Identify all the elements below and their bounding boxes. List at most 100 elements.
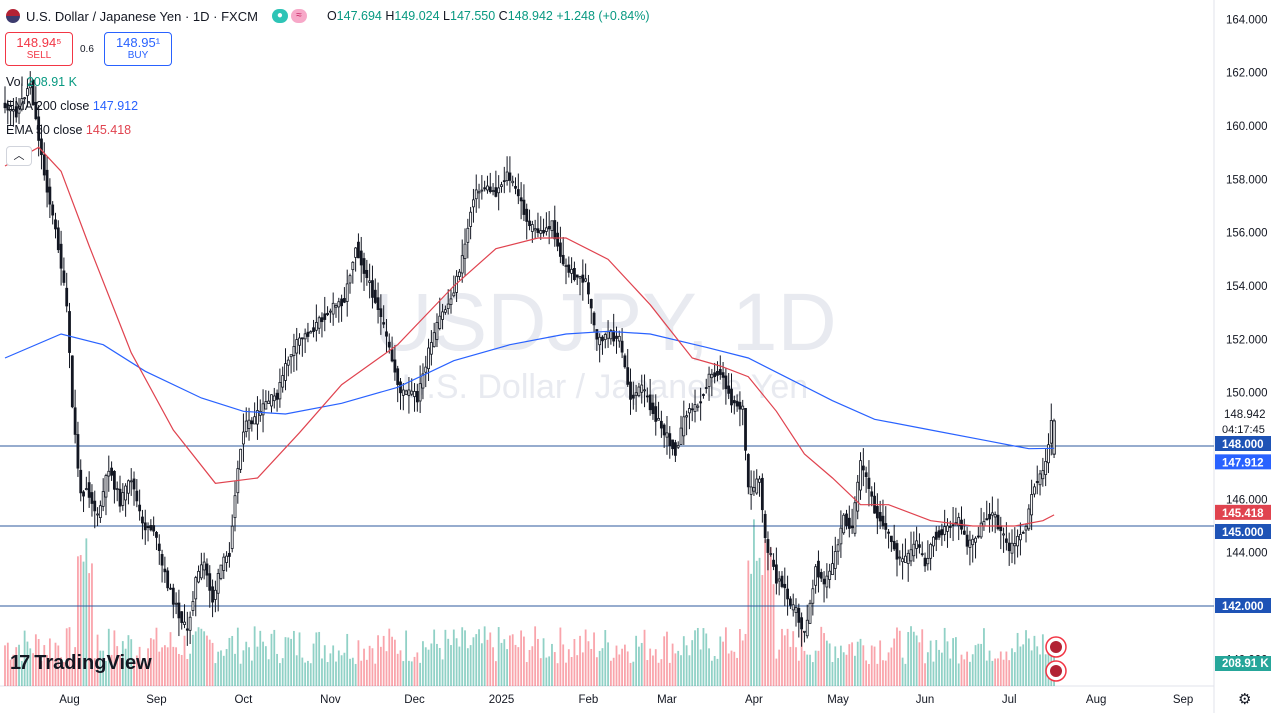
volume-bar bbox=[385, 651, 388, 686]
volume-bar bbox=[688, 655, 691, 686]
candle-body bbox=[213, 589, 217, 600]
candle-body bbox=[735, 400, 739, 407]
volume-bar bbox=[612, 657, 615, 686]
candle-body bbox=[556, 232, 559, 247]
volume-bar bbox=[859, 638, 862, 686]
candle-body bbox=[859, 460, 862, 491]
volume-bar bbox=[884, 660, 887, 686]
x-tick-label: Sep bbox=[1173, 694, 1193, 706]
candle-body bbox=[724, 375, 728, 390]
volume-bar bbox=[761, 575, 764, 686]
volume-bar bbox=[161, 647, 163, 686]
buy-button[interactable]: 148.95¹ BUY bbox=[104, 32, 172, 66]
candle-body bbox=[127, 480, 130, 494]
candle-body bbox=[567, 264, 571, 273]
volume-bar bbox=[710, 660, 713, 686]
volume-bar bbox=[890, 647, 893, 686]
candle-body bbox=[617, 335, 621, 342]
candle-body bbox=[51, 204, 55, 216]
candle-body bbox=[581, 274, 585, 283]
collapse-legend-button[interactable]: ︿ bbox=[6, 146, 32, 166]
candle-body bbox=[460, 255, 464, 274]
volume-bar bbox=[419, 662, 422, 686]
volume-bar bbox=[197, 627, 200, 686]
volume-bar bbox=[452, 629, 455, 686]
volume-bar bbox=[234, 653, 236, 686]
ema200-legend[interactable]: EMA 200 close 147.912 bbox=[6, 99, 138, 113]
candle-body bbox=[948, 525, 952, 528]
candle-body bbox=[317, 317, 321, 329]
candle-body bbox=[968, 539, 972, 548]
volume-bar bbox=[932, 661, 935, 686]
visibility-toggles[interactable]: ● ≈ bbox=[271, 9, 307, 23]
wave-icon[interactable]: ≈ bbox=[290, 9, 307, 23]
volume-bar bbox=[632, 661, 635, 686]
volume-bar bbox=[309, 663, 312, 686]
volume-bar bbox=[220, 650, 222, 686]
candle-body bbox=[1035, 481, 1039, 483]
candle-body bbox=[822, 578, 826, 585]
volume-bar bbox=[245, 641, 248, 686]
candle-body bbox=[42, 154, 46, 176]
volume-bar bbox=[778, 649, 781, 686]
candle-body bbox=[741, 405, 745, 410]
volume-bar bbox=[51, 657, 54, 686]
volume-bar bbox=[800, 630, 803, 686]
volume-bar bbox=[141, 660, 144, 686]
eye-icon[interactable]: ● bbox=[271, 9, 288, 23]
candle-body bbox=[962, 530, 966, 535]
settings-gear-icon[interactable]: ⚙ bbox=[1238, 691, 1252, 708]
candle-body bbox=[892, 540, 896, 550]
volume-bar bbox=[374, 663, 377, 686]
volume-bar bbox=[910, 626, 912, 686]
candle-body bbox=[314, 322, 318, 331]
candle-body bbox=[362, 258, 366, 274]
candle-body bbox=[514, 185, 517, 189]
candle-body bbox=[811, 588, 815, 604]
ema50-line bbox=[4, 146, 1055, 527]
volume-bar bbox=[469, 645, 472, 686]
candle-body bbox=[519, 197, 523, 202]
x-tick-label: Jun bbox=[916, 694, 935, 706]
volume-bar bbox=[455, 638, 458, 686]
volume-bar bbox=[194, 631, 197, 686]
volume-bar bbox=[556, 663, 559, 686]
candle-body bbox=[587, 282, 590, 295]
tradingview-logo[interactable]: 17 TradingView bbox=[10, 652, 152, 675]
volume-bar bbox=[767, 544, 769, 686]
ema50-price-label: 145.418 bbox=[1222, 508, 1264, 520]
candle-body bbox=[502, 180, 506, 183]
candle-body bbox=[483, 187, 487, 190]
candle-body bbox=[59, 243, 63, 269]
volume-bar bbox=[110, 654, 113, 686]
symbol-title[interactable]: U.S. Dollar / Japanese Yen · 1D · FXCM bbox=[26, 8, 258, 24]
volume-bar bbox=[870, 645, 873, 686]
volume-bar bbox=[169, 632, 172, 686]
volume-bar bbox=[422, 641, 424, 686]
ema50-legend[interactable]: EMA 50 close 145.418 bbox=[6, 123, 131, 137]
volume-bar bbox=[295, 655, 298, 686]
countdown-label: 04:17:45 bbox=[1222, 424, 1265, 436]
buy-label: BUY bbox=[127, 50, 149, 61]
candle-body bbox=[441, 311, 444, 320]
candle-body bbox=[62, 270, 66, 283]
candle-body bbox=[491, 190, 495, 192]
candle-body bbox=[783, 583, 787, 589]
volume-bar bbox=[579, 635, 581, 686]
candle-body bbox=[870, 491, 874, 497]
volume-bar bbox=[994, 658, 997, 686]
volume-bar bbox=[1030, 650, 1033, 686]
volume-bar bbox=[208, 639, 211, 686]
candle-body bbox=[738, 401, 742, 410]
candle-body bbox=[359, 250, 363, 266]
volume-bar bbox=[60, 657, 62, 686]
volume-bar bbox=[357, 640, 360, 686]
volume-bar bbox=[797, 660, 800, 686]
volume-legend[interactable]: Vol 208.91 K bbox=[6, 75, 77, 89]
candle-body bbox=[303, 333, 307, 340]
sell-button[interactable]: 148.94⁵ SELL bbox=[5, 32, 73, 66]
volume-bar bbox=[915, 635, 918, 686]
volume-bar bbox=[581, 652, 584, 686]
candle-body bbox=[819, 572, 823, 579]
